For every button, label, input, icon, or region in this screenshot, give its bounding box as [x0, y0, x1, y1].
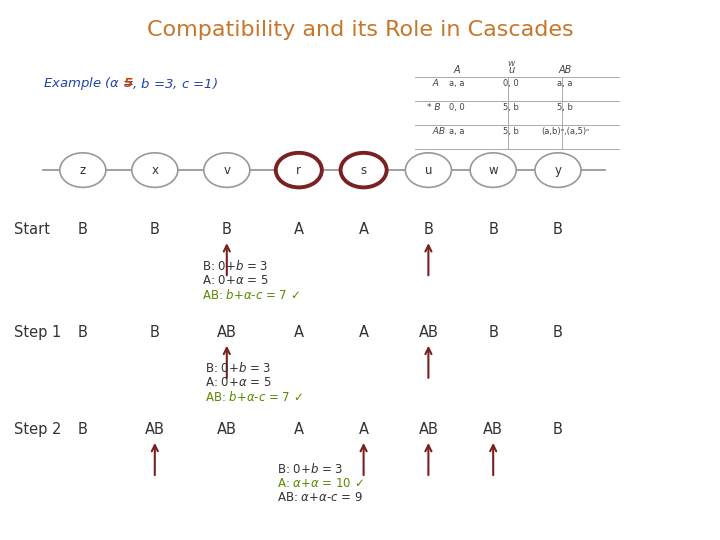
- Text: AB: AB: [418, 422, 438, 437]
- Text: u: u: [508, 65, 514, 75]
- Text: u: u: [425, 164, 432, 177]
- Text: AB: $\alpha$+$\alpha$-$c$ = 9: AB: $\alpha$+$\alpha$-$c$ = 9: [277, 491, 363, 504]
- Text: Start: Start: [14, 222, 50, 237]
- Text: Compatibility and its Role in Cascades: Compatibility and its Role in Cascades: [147, 19, 573, 40]
- Text: Step 1: Step 1: [14, 325, 62, 340]
- Text: 5, b: 5, b: [557, 103, 573, 112]
- Text: B: B: [423, 222, 433, 237]
- Text: AB: $b$+$\alpha$-$c$ = 7 $\checkmark$: AB: $b$+$\alpha$-$c$ = 7 $\checkmark$: [205, 390, 303, 404]
- Text: AB: AB: [559, 65, 572, 75]
- Text: a, a: a, a: [449, 79, 465, 88]
- Text: AB: AB: [418, 325, 438, 340]
- Text: A: A: [427, 79, 438, 88]
- Text: B: B: [553, 222, 563, 237]
- Text: B: B: [553, 325, 563, 340]
- Text: w: w: [508, 59, 515, 68]
- Text: w: w: [488, 164, 498, 177]
- Text: AB: AB: [217, 422, 237, 437]
- Text: y: y: [554, 164, 562, 177]
- Circle shape: [60, 153, 106, 187]
- Text: 0, 0: 0, 0: [503, 79, 519, 88]
- Text: 5: 5: [124, 77, 133, 90]
- Text: B: 0+$b$ = 3: B: 0+$b$ = 3: [202, 259, 268, 273]
- Text: AB: $b$+$\alpha$-$c$ = 7 $\checkmark$: AB: $b$+$\alpha$-$c$ = 7 $\checkmark$: [202, 288, 300, 302]
- Text: B: B: [553, 422, 563, 437]
- Text: z: z: [80, 164, 86, 177]
- Text: B: B: [222, 222, 232, 237]
- Circle shape: [276, 153, 322, 187]
- Text: B: B: [150, 325, 160, 340]
- Text: 5, b: 5, b: [503, 103, 519, 112]
- Circle shape: [535, 153, 581, 187]
- Text: A: A: [454, 65, 461, 75]
- Text: AB: AB: [217, 325, 237, 340]
- Text: A: A: [294, 325, 304, 340]
- Text: AB: AB: [427, 127, 445, 136]
- Text: x: x: [151, 164, 158, 177]
- Text: 0, 0: 0, 0: [449, 103, 465, 112]
- Text: s: s: [361, 164, 366, 177]
- Circle shape: [470, 153, 516, 187]
- Text: (a,b)ⁿ,(a,5)ⁿ: (a,b)ⁿ,(a,5)ⁿ: [541, 127, 590, 136]
- Text: B: 0+$b$ = 3: B: 0+$b$ = 3: [277, 462, 343, 476]
- Text: B: B: [78, 325, 88, 340]
- Text: B: B: [78, 422, 88, 437]
- Circle shape: [405, 153, 451, 187]
- Text: r: r: [297, 164, 301, 177]
- Text: AB: AB: [483, 422, 503, 437]
- Text: B: B: [488, 222, 498, 237]
- Text: AB: AB: [145, 422, 165, 437]
- Text: a, a: a, a: [449, 127, 465, 136]
- Text: , $b$ =3, $c$ =1): , $b$ =3, $c$ =1): [132, 76, 217, 91]
- Text: A: A: [359, 422, 369, 437]
- Text: B: B: [488, 325, 498, 340]
- Text: A: A: [359, 325, 369, 340]
- Text: A: $\alpha$+$\alpha$ = 10 $\checkmark$: A: $\alpha$+$\alpha$ = 10 $\checkmark$: [277, 477, 364, 490]
- Text: A: 0+$\alpha$ = 5: A: 0+$\alpha$ = 5: [202, 274, 268, 287]
- Text: B: 0+$b$ = 3: B: 0+$b$ = 3: [205, 361, 271, 375]
- Text: Step 2: Step 2: [14, 422, 62, 437]
- Circle shape: [204, 153, 250, 187]
- Text: B: B: [78, 222, 88, 237]
- Text: * B: * B: [427, 103, 441, 112]
- Text: v: v: [223, 164, 230, 177]
- Text: 5, b: 5, b: [503, 127, 519, 136]
- Circle shape: [341, 153, 387, 187]
- Text: B: B: [150, 222, 160, 237]
- Text: a, a: a, a: [557, 79, 573, 88]
- Text: A: A: [294, 222, 304, 237]
- Text: Example ($\alpha$ =: Example ($\alpha$ =: [43, 75, 136, 92]
- Text: A: A: [359, 222, 369, 237]
- Circle shape: [132, 153, 178, 187]
- Text: A: A: [294, 422, 304, 437]
- Text: A: 0+$\alpha$ = 5: A: 0+$\alpha$ = 5: [205, 376, 271, 389]
